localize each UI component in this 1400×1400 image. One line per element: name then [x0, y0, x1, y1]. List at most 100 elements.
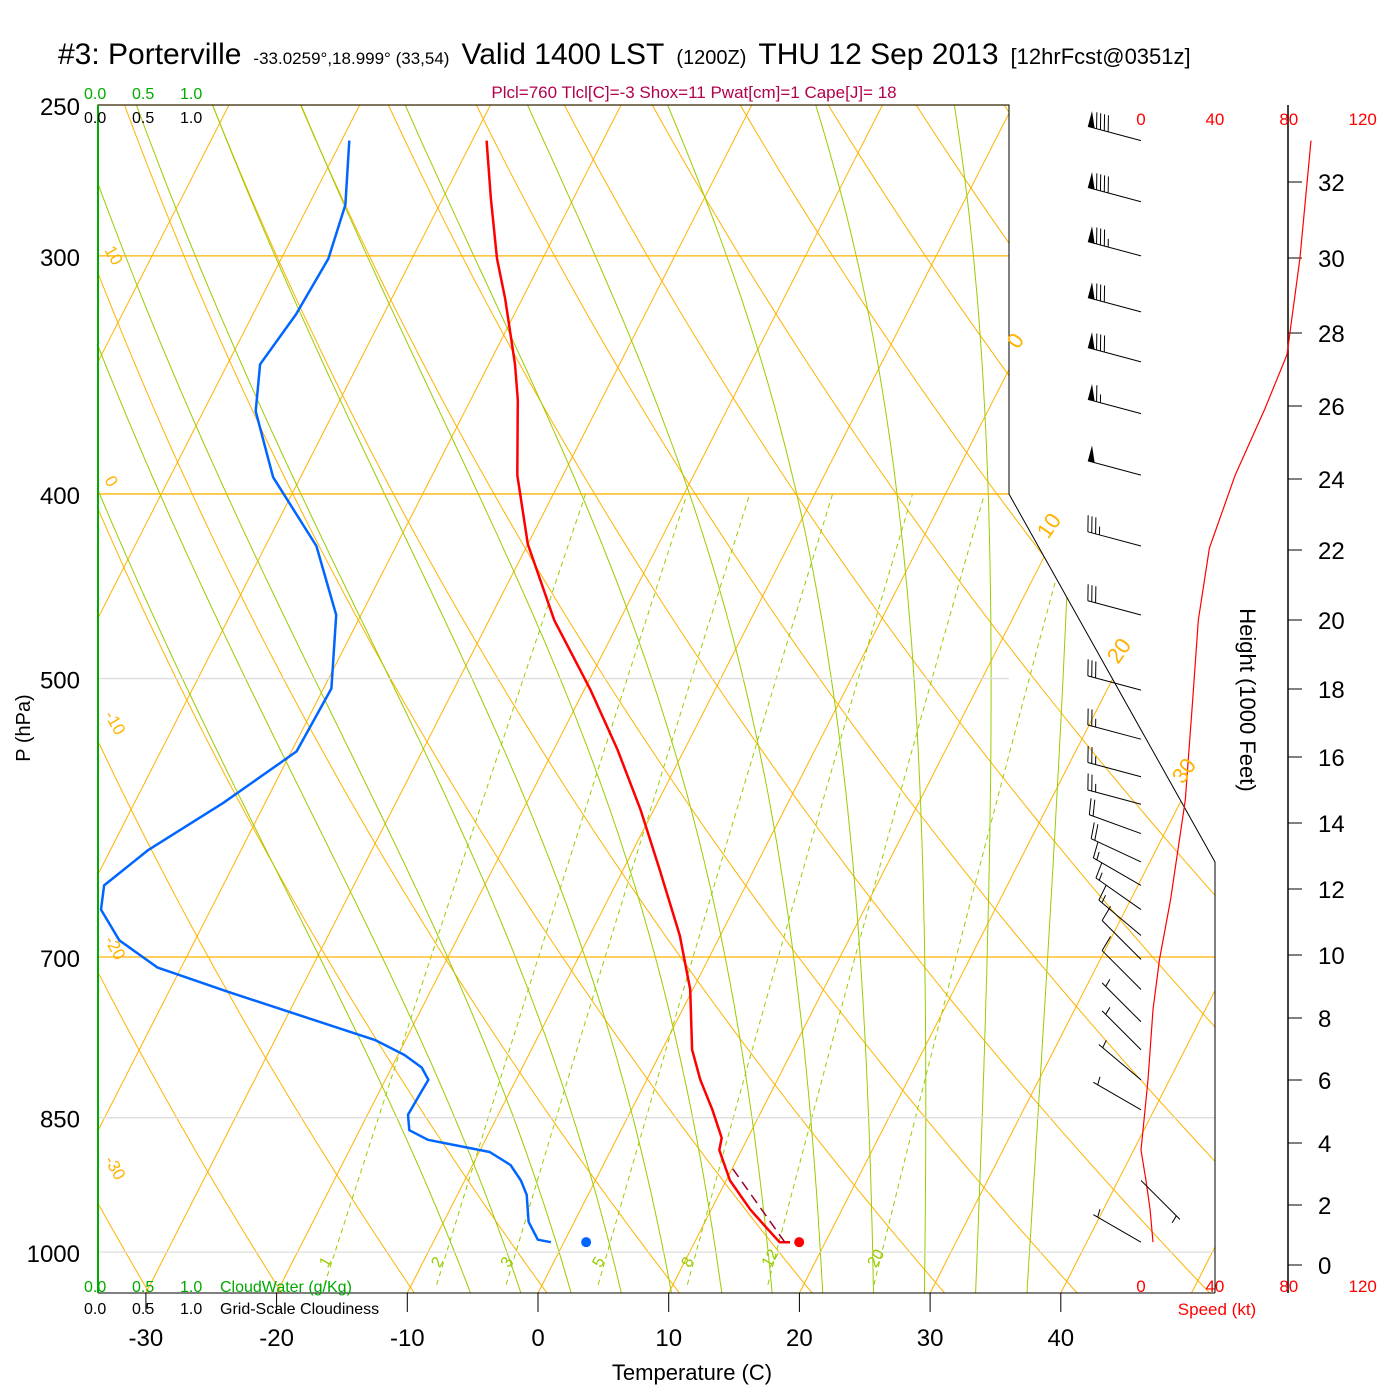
series-layer	[99, 140, 1312, 1248]
sounding-indices: Plcl=760 Tlcl[C]=-3 Shox=11 Pwat[cm]=1 C…	[491, 83, 896, 102]
height-tick-label: 10	[1318, 943, 1345, 970]
wind-barb	[1087, 332, 1142, 363]
barb-staff	[1098, 1044, 1142, 1081]
dry-adiabat-label: -10	[101, 708, 130, 739]
wind-speed-line	[1140, 140, 1312, 1243]
pressure-gridlines	[98, 104, 1215, 1253]
barb-full	[1090, 822, 1095, 839]
cloudiness-tick-bottom-2: 1.0	[180, 1301, 202, 1318]
x-tick-label: 0	[531, 1325, 544, 1352]
wind-barb	[1087, 515, 1142, 547]
dry-adiabat-line	[1068, 105, 1215, 1293]
barb-half	[1105, 979, 1111, 987]
background-grid	[98, 105, 1215, 1293]
dry-adiabat-line	[633, 105, 1215, 1293]
barb-full	[1088, 798, 1092, 815]
barb-flag	[1087, 445, 1095, 463]
cloudwater-label: CloudWater (g/Kg)	[220, 1279, 352, 1296]
height-tick-label: 26	[1318, 394, 1345, 421]
isotherm-label: 10	[1032, 508, 1067, 542]
barb-staff	[1087, 241, 1142, 257]
mixing-ratio-label: 1	[316, 1254, 335, 1270]
speed-tick-label: 40	[1205, 1277, 1224, 1296]
barb-flag	[1087, 110, 1095, 129]
height-tick-label: 14	[1318, 811, 1345, 838]
station-coords: -33.0259°,18.999° (33,54)	[253, 49, 450, 68]
x-tick-label: -30	[129, 1325, 164, 1352]
wind-barb	[1087, 773, 1142, 805]
barb-staff	[1140, 1180, 1181, 1220]
wind-barb	[1087, 708, 1142, 740]
y-tick-label: 250	[40, 94, 80, 121]
moist-adiabat-line	[199, 105, 674, 1293]
mixing-ratio-line	[686, 493, 913, 1285]
barb-staff	[1087, 762, 1142, 778]
dry-adiabat-line	[372, 105, 1215, 1293]
mixing-ratio-line	[324, 493, 587, 1285]
barb-full	[1094, 824, 1099, 841]
cloudiness-label: Grid-Scale Cloudiness	[220, 1301, 379, 1318]
cloudiness-tick-top-1: 0.5	[132, 110, 154, 127]
dry-adiabat-label: -20	[101, 933, 130, 964]
dry-adiabat-line	[98, 105, 287, 1293]
mixing-ratio-line	[873, 493, 1080, 1285]
utc-time: (1200Z)	[676, 47, 747, 69]
barb-staff	[1089, 814, 1142, 835]
barb-flag	[1087, 282, 1095, 300]
barb-staff	[1093, 1214, 1142, 1243]
height-tick-label: 18	[1318, 677, 1345, 704]
barb-half	[1171, 1215, 1177, 1224]
height-tick-label: 32	[1318, 170, 1345, 197]
dry-adiabat-line	[285, 105, 1085, 1293]
barb-staff	[1098, 899, 1142, 936]
barb-staff	[1101, 950, 1142, 990]
barb-staff	[1087, 675, 1142, 691]
cloudiness-tick-top-0: 0.0	[84, 110, 106, 127]
wind-barb	[1095, 862, 1142, 910]
barb-half	[1097, 1209, 1101, 1218]
wind-barb	[1087, 282, 1142, 313]
height-tick-label: 24	[1318, 467, 1345, 494]
wind-barb	[1093, 1076, 1142, 1111]
barb-staff	[1087, 600, 1142, 616]
isotherm-line	[795, 105, 1215, 1293]
isotherm-line	[925, 105, 1215, 1293]
height-tick-label: 22	[1318, 538, 1345, 565]
parcel-line	[729, 1164, 786, 1243]
dry-adiabat-label: -30	[101, 1153, 130, 1184]
height-tick-label: 8	[1318, 1006, 1331, 1033]
barb-half	[1098, 872, 1103, 881]
moist-adiabat-line	[652, 105, 875, 1293]
dry-adiabat-line	[111, 105, 819, 1293]
barb-full	[1092, 841, 1099, 859]
isotherm-line	[98, 105, 509, 1293]
dry-adiabat-line	[720, 105, 1215, 1293]
height-tick-label: 16	[1318, 745, 1345, 772]
mixing-ratio-line	[597, 493, 834, 1285]
mixing-ratio-line	[505, 493, 751, 1285]
barb-staff	[1087, 347, 1142, 363]
barb-staff	[1093, 1081, 1142, 1111]
barb-staff	[1087, 297, 1142, 313]
barb-half	[1105, 1007, 1111, 1015]
barb-half	[1097, 1076, 1101, 1085]
cloudiness-tick-bottom-0: 0.0	[84, 1301, 106, 1318]
wind-barb	[1101, 906, 1142, 960]
wind-barb	[1087, 383, 1142, 415]
height-tick-label: 30	[1318, 246, 1345, 273]
speed-tick-label: 40	[1205, 110, 1224, 129]
wind-barb	[1087, 172, 1142, 203]
dry-adiabat-label: 0	[101, 473, 122, 491]
barb-staff	[1093, 857, 1142, 886]
mixing-ratio-label: 12	[759, 1247, 783, 1271]
x-tick-label: -20	[259, 1325, 294, 1352]
height-tick-label: 28	[1318, 321, 1345, 348]
wind-barb	[1087, 584, 1142, 616]
wind-barb	[1098, 1040, 1142, 1081]
barb-staff	[1087, 125, 1142, 142]
isotherm-line	[98, 105, 639, 1293]
isotherm-line	[272, 105, 901, 1293]
barb-staff	[1095, 877, 1142, 910]
moist-adiabat-line	[286, 105, 724, 1293]
isotherm-line	[1056, 105, 1215, 1293]
